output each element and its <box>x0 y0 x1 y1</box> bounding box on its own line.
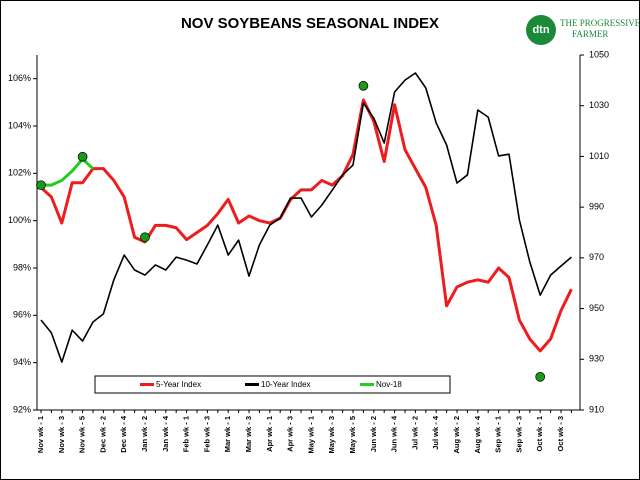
series-line <box>40 72 572 363</box>
logo-badge: dtn <box>532 24 549 36</box>
x-tick-label: May wk - 1 <box>306 416 315 454</box>
x-tick-label: Nov wk - 3 <box>57 416 66 453</box>
legend-label: 5-Year Index <box>156 380 201 389</box>
x-tick-label: Oct wk - 3 <box>556 416 565 451</box>
marker <box>77 151 88 162</box>
x-tick-label: Jun wk - 2 <box>369 416 378 452</box>
x-tick-label: May wk - 5 <box>348 416 357 454</box>
x-tick-label: May wk - 3 <box>327 416 336 454</box>
x-tick-label: Oct wk - 1 <box>535 416 544 451</box>
x-tick-label: Nov wk - 1 <box>36 416 45 453</box>
y-tick-label: 98% <box>13 262 31 272</box>
logo-text: FARMER <box>572 29 608 39</box>
marker <box>535 372 546 382</box>
chart-title: NOV SOYBEANS SEASONAL INDEX <box>181 15 439 32</box>
y-tick-label: 96% <box>13 310 31 320</box>
x-tick-label: Dec wk - 2 <box>98 416 107 453</box>
marker <box>140 232 150 243</box>
x-tick-label: Jan wk - 2 <box>140 416 149 452</box>
y2-tick-label: 910 <box>589 404 604 414</box>
x-tick-label: Mar wk - 3 <box>244 416 253 452</box>
y-tick-label: 102% <box>8 168 31 178</box>
logo-text: THE PROGRESSIVE <box>560 18 640 28</box>
series-line <box>39 98 573 353</box>
y2-tick-label: 1010 <box>589 151 609 161</box>
x-tick-label: Jan wk - 4 <box>161 415 170 452</box>
y-tick-label: 94% <box>13 357 31 367</box>
x-tick-label: Jun wk - 4 <box>390 415 399 452</box>
legend-label: Nov-18 <box>376 380 402 389</box>
x-tick-label: Dec wk - 4 <box>119 415 128 453</box>
y-tick-label: 100% <box>8 215 31 225</box>
y-tick-label: 104% <box>8 120 31 130</box>
x-tick-label: Aug wk - 4 <box>473 415 482 453</box>
x-tick-label: Feb wk - 3 <box>202 416 211 452</box>
y2-tick-label: 970 <box>589 252 604 262</box>
x-tick-label: Feb wk - 1 <box>182 416 191 452</box>
x-tick-label: Nov wk - 5 <box>78 416 87 453</box>
y2-tick-label: 950 <box>589 303 604 313</box>
x-tick-label: Sep wk - 3 <box>514 416 523 453</box>
x-tick-label: Apr wk - 1 <box>265 416 274 452</box>
y2-tick-label: 930 <box>589 354 604 364</box>
y-tick-label: 106% <box>8 73 31 83</box>
y2-tick-label: 1030 <box>589 100 609 110</box>
x-tick-label: Jul wk - 4 <box>431 415 440 450</box>
y2-tick-label: 1050 <box>589 49 609 59</box>
marker <box>36 180 46 191</box>
logo-circle <box>526 15 556 45</box>
legend-label: 10-Year Index <box>261 380 311 389</box>
legend <box>94 375 451 394</box>
marker <box>358 80 369 91</box>
x-tick-label: Mar wk - 1 <box>223 416 232 452</box>
y2-tick-label: 990 <box>589 202 604 212</box>
x-tick-label: Apr wk - 3 <box>286 416 295 452</box>
x-tick-label: Aug wk - 2 <box>452 416 461 454</box>
x-tick-label: Sep wk - 1 <box>494 416 503 453</box>
x-tick-label: Jul wk - 2 <box>410 416 419 450</box>
y-tick-label: 92% <box>13 404 31 414</box>
